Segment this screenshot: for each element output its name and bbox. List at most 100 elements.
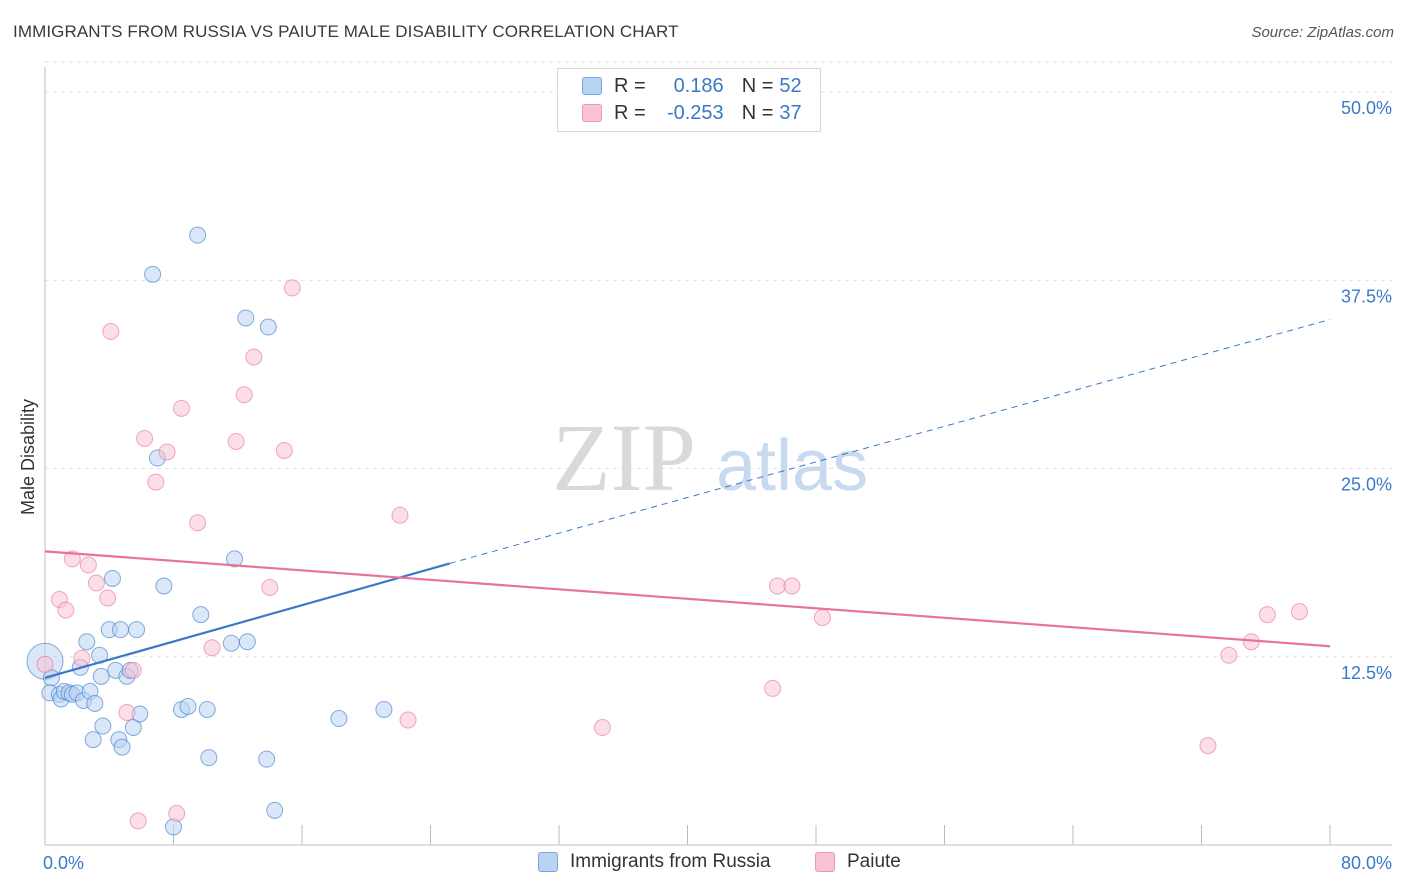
legend-swatch-pink [582, 104, 602, 122]
paiute-point [399, 711, 417, 729]
legend-swatch-blue [538, 852, 558, 872]
y-axis-label: Male Disability [18, 399, 38, 515]
paiute-point [63, 550, 81, 568]
russia-point [84, 731, 102, 749]
x-tick-label: 80.0% [1341, 853, 1392, 873]
russia-point [258, 750, 276, 768]
paiute-point [168, 804, 186, 822]
paiute-point [158, 443, 176, 461]
paiute-trend-line [44, 550, 1331, 648]
stats-legend: R = 0.186 N = 52 R = -0.253 N = 37 [557, 68, 821, 132]
watermark: ZIP atlas [552, 404, 868, 511]
russia-point [222, 634, 240, 652]
paiute-point [57, 601, 75, 619]
series-immigrants-from-russia-points [26, 226, 393, 836]
legend-r-value: 0.186 [673, 74, 724, 97]
legend-n-label: N = [741, 74, 774, 97]
russia-point [113, 738, 131, 756]
legend-r-label: R = [614, 101, 646, 124]
y-tick-labels: 12.5% 25.0% 37.5% 50.0% [1341, 98, 1392, 683]
russia-point [192, 606, 210, 624]
gridlines [45, 61, 1392, 658]
paiute-point [813, 609, 831, 627]
paiute-point [261, 579, 279, 597]
paiute-point [1220, 646, 1238, 664]
paiute-point [783, 577, 801, 595]
russia-point [103, 569, 121, 587]
paiute-point [283, 279, 301, 297]
x-tick-labels: 0.0% 80.0% [43, 853, 1392, 873]
paiute-point [124, 661, 142, 679]
legend-row-russia: R = 0.186 N = 52 [582, 74, 802, 98]
trend-lines [44, 319, 1331, 679]
russia-point [94, 717, 112, 735]
russia-point [86, 694, 104, 712]
y-tick-label: 12.5% [1341, 663, 1392, 683]
paiute-point [1258, 606, 1276, 624]
axes [44, 67, 1392, 846]
russia-point [189, 226, 207, 244]
paiute-point [764, 679, 782, 697]
y-tick-label: 25.0% [1341, 475, 1392, 495]
x-tick-label: 0.0% [43, 853, 84, 873]
russia-point [155, 577, 173, 595]
watermark-atlas: atlas [716, 426, 868, 506]
paiute-point [768, 577, 786, 595]
paiute-point [593, 719, 611, 737]
russia-point [111, 621, 129, 639]
legend-item-label: Immigrants from Russia [570, 851, 771, 872]
russia-point [200, 749, 218, 767]
paiute-point [391, 506, 409, 524]
paiute-point [1199, 737, 1217, 755]
legend-item-paiute[interactable]: Paiute [815, 851, 901, 873]
watermark-zip: ZIP [552, 404, 696, 511]
legend-item-label: Paiute [847, 851, 901, 872]
paiute-point [36, 655, 54, 673]
legend-r-value: -0.253 [666, 101, 724, 124]
legend-r-label: R = [614, 74, 646, 97]
russia-point [237, 309, 255, 327]
paiute-point [245, 348, 263, 366]
paiute-point [173, 399, 191, 417]
legend-n-value: 52 [779, 74, 802, 97]
russia-point [198, 700, 216, 718]
paiute-point [136, 429, 154, 447]
russia-point [144, 265, 162, 283]
paiute-point [118, 703, 136, 721]
paiute-point [73, 649, 91, 667]
paiute-point [87, 574, 105, 592]
legend-n-value: 37 [779, 101, 802, 124]
paiute-point [129, 812, 147, 830]
paiute-point [99, 589, 117, 607]
russia-point [78, 633, 96, 651]
paiute-point [147, 473, 165, 491]
russia-point [238, 633, 256, 651]
y-tick-label: 37.5% [1341, 286, 1392, 306]
legend-n-label: N = [741, 101, 774, 124]
russia-trend-extension [449, 319, 1331, 564]
russia-point [330, 710, 348, 728]
legend-swatch-blue [582, 77, 602, 95]
paiute-point [235, 386, 253, 404]
russia-point [226, 550, 244, 568]
russia-point [179, 697, 197, 715]
russia-point [128, 621, 146, 639]
legend-row-paiute: R = -0.253 N = 37 [582, 101, 802, 125]
series-legend: Immigrants from Russia Paiute [0, 851, 1406, 877]
chart-title: IMMIGRANTS FROM RUSSIA VS PAIUTE MALE DI… [13, 22, 679, 41]
paiute-point [227, 432, 245, 450]
legend-item-russia[interactable]: Immigrants from Russia [538, 851, 771, 873]
paiute-point [1290, 603, 1308, 621]
paiute-point [102, 323, 120, 341]
russia-point [375, 700, 393, 718]
source-label: Source: ZipAtlas.com [1251, 24, 1394, 41]
paiute-point [275, 441, 293, 459]
legend-swatch-pink [815, 852, 835, 872]
paiute-point [189, 514, 207, 532]
y-tick-label: 50.0% [1341, 98, 1392, 118]
series-paiute-points [36, 279, 1308, 830]
russia-point [92, 667, 110, 685]
russia-point [259, 318, 277, 336]
paiute-point [203, 639, 221, 657]
